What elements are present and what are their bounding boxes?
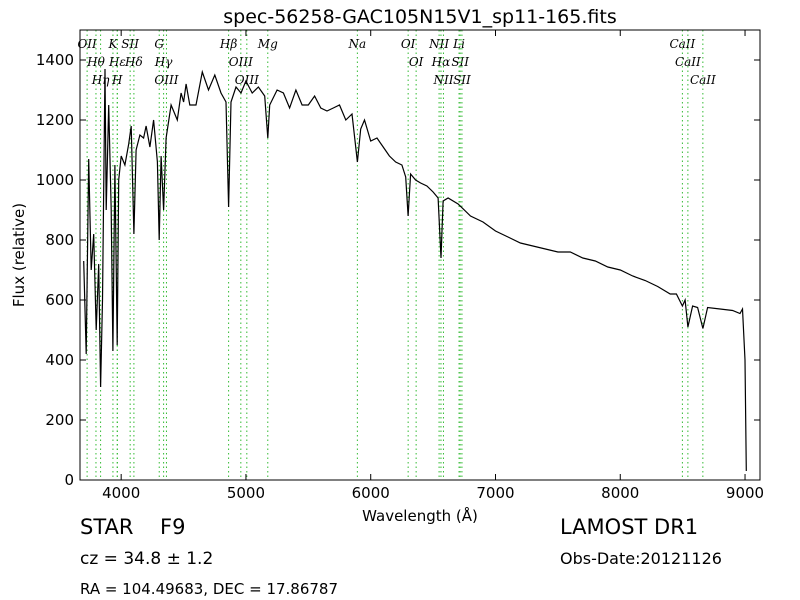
spectral-line-label: SII bbox=[453, 73, 471, 87]
spectral-line-label: Na bbox=[348, 37, 367, 51]
y-tick-label: 800 bbox=[45, 231, 74, 249]
x-tick-label: 7000 bbox=[476, 484, 514, 502]
spectral-line-label: OII bbox=[77, 37, 97, 51]
spectrum-line bbox=[83, 68, 747, 472]
spectral-line-label: OIII bbox=[154, 73, 178, 87]
chart-title: spec-56258-GAC105N15V1_sp11-165.fits bbox=[223, 6, 616, 28]
spectral-line-label: CaII bbox=[669, 37, 695, 51]
x-axis-label: Wavelength (Å) bbox=[362, 506, 478, 525]
x-tick-label: 5000 bbox=[227, 484, 265, 502]
spectral-line-label: G bbox=[154, 37, 164, 51]
spectral-line-label: SII bbox=[121, 37, 139, 51]
spectral-line-label: SII bbox=[451, 55, 469, 69]
spectral-line-label: NII bbox=[428, 37, 449, 51]
x-tick-label: 9000 bbox=[726, 484, 764, 502]
object-class: STAR bbox=[80, 515, 133, 539]
coordinates: RA = 104.49683, DEC = 17.86787 bbox=[80, 580, 338, 598]
spectral-line-label: NII bbox=[432, 73, 453, 87]
y-tick-label: 600 bbox=[45, 291, 74, 309]
spectral-line-label: Mg bbox=[257, 37, 278, 51]
y-tick-label: 0 bbox=[64, 471, 74, 489]
object-subclass: F9 bbox=[160, 515, 185, 539]
spectral-line-label: Hδ bbox=[124, 55, 143, 69]
y-tick-label: 1400 bbox=[36, 51, 74, 69]
x-tick-label: 8000 bbox=[601, 484, 639, 502]
spectral-line-label: Hα bbox=[431, 55, 451, 69]
spectral-line-label: Hβ bbox=[219, 37, 237, 51]
spectral-line-label: CaII bbox=[690, 73, 716, 87]
plot-frame bbox=[79, 29, 761, 481]
redshift: cz = 34.8 ± 1.2 bbox=[80, 549, 213, 569]
spectral-line-label: OIII bbox=[229, 55, 253, 69]
x-tick-label: 4000 bbox=[102, 484, 140, 502]
y-tick-label: 200 bbox=[45, 411, 74, 429]
spectral-line-label: OI bbox=[401, 37, 416, 51]
obs-date: Obs-Date:20121126 bbox=[560, 549, 722, 568]
y-tick-label: 1000 bbox=[36, 171, 74, 189]
spectral-line-label: H bbox=[111, 73, 123, 87]
spectral-line-label: OI bbox=[409, 55, 424, 69]
spectral-line-label: Li bbox=[452, 37, 465, 51]
spectral-line-label: CaII bbox=[675, 55, 701, 69]
spectral-line-label: K bbox=[107, 37, 118, 51]
survey: LAMOST DR1 bbox=[560, 515, 698, 539]
spectral-line-label: Hθ bbox=[86, 55, 105, 69]
spectral-line-label: Hγ bbox=[154, 55, 173, 69]
spectral-line-label: Hη bbox=[91, 73, 110, 87]
y-tick-label: 400 bbox=[45, 351, 74, 369]
x-tick-label: 6000 bbox=[352, 484, 390, 502]
spectral-line-label: OIII bbox=[235, 73, 259, 87]
y-tick-label: 1200 bbox=[36, 111, 74, 129]
y-axis-label: Flux (relative) bbox=[10, 203, 28, 307]
